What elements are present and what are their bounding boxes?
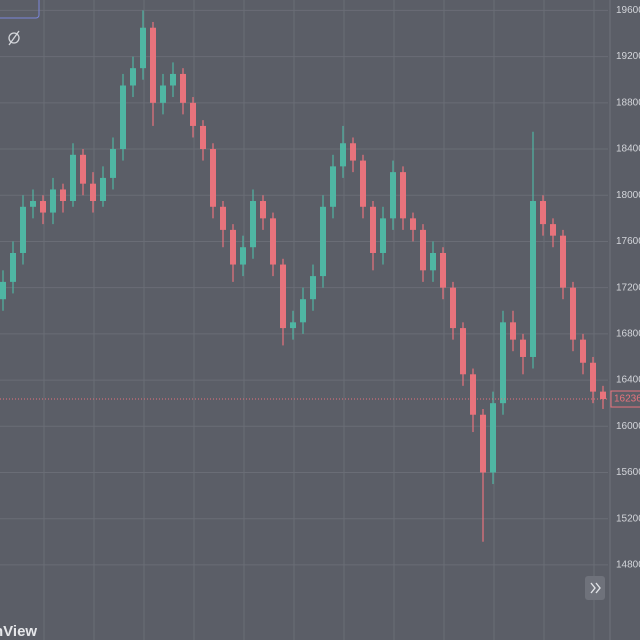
- y-tick-label: 16000.0: [616, 421, 640, 432]
- last-price-box: [610, 390, 640, 408]
- candle-body: [220, 206, 226, 230]
- candle-body: [280, 264, 286, 329]
- candle-body: [260, 201, 266, 219]
- candle-body: [400, 172, 406, 219]
- candle-body: [450, 287, 456, 329]
- candle-body: [40, 201, 46, 213]
- candle-body: [410, 218, 416, 230]
- candle-body: [120, 85, 126, 150]
- candle-body: [420, 229, 426, 271]
- candle-body: [380, 218, 386, 253]
- candle-body: [580, 339, 586, 363]
- symbol-box[interactable]: [0, 0, 40, 19]
- y-tick-label: 16400.0: [616, 375, 640, 386]
- candle-body: [590, 362, 596, 392]
- candle-body: [440, 252, 446, 288]
- grid: [0, 0, 608, 640]
- candle-body: [30, 201, 36, 207]
- candle-body: [340, 143, 346, 167]
- y-tick-label: 15200.0: [616, 513, 640, 524]
- hide-icon[interactable]: [8, 30, 20, 46]
- candle-body: [240, 247, 246, 265]
- candle-body: [210, 149, 216, 207]
- scroll-button[interactable]: [585, 576, 605, 600]
- candle-body: [230, 229, 236, 265]
- candle-body: [480, 414, 486, 473]
- candle-body: [530, 201, 536, 357]
- candle-body: [320, 206, 326, 277]
- candle-body: [510, 322, 516, 340]
- candle-body: [170, 73, 176, 86]
- candle-body: [100, 177, 106, 202]
- candle-body: [520, 339, 526, 357]
- candle-body: [390, 172, 396, 219]
- candle-body: [290, 322, 296, 329]
- candle-body: [10, 252, 16, 282]
- watermark: nView: [0, 623, 37, 640]
- candle-body: [600, 391, 606, 400]
- y-tick-label: 18000.0: [616, 190, 640, 201]
- candle-body: [550, 224, 556, 236]
- y-tick-label: 15600.0: [616, 467, 640, 478]
- y-tick-label: 17200.0: [616, 282, 640, 293]
- candle-body: [270, 218, 276, 265]
- candle-body: [460, 328, 466, 375]
- candle-body: [150, 27, 156, 103]
- candle-body: [0, 281, 6, 300]
- y-tick-label: 18800.0: [616, 97, 640, 108]
- y-tick-label: 16800.0: [616, 329, 640, 340]
- candle-body: [200, 125, 206, 150]
- candle-body: [110, 149, 116, 178]
- candle-body: [180, 73, 186, 103]
- candle-body: [330, 166, 336, 207]
- candle-body: [350, 143, 356, 161]
- y-tick-label: 19200.0: [616, 51, 640, 62]
- candle-body: [300, 299, 306, 323]
- y-tick-label: 19600.0: [616, 5, 640, 16]
- y-tick-label: 17600.0: [616, 236, 640, 247]
- candle-body: [140, 27, 146, 69]
- candle-body: [160, 85, 166, 103]
- candle-body: [130, 68, 136, 86]
- candle-body: [250, 201, 256, 248]
- y-tick-label: 18400.0: [616, 144, 640, 155]
- candle-body: [500, 322, 506, 404]
- candle-body: [570, 287, 576, 340]
- candle-body: [90, 183, 96, 202]
- candle-body: [310, 276, 316, 300]
- y-tick-label: 14800.0: [616, 560, 640, 571]
- candle-body: [560, 235, 566, 288]
- candle-body: [50, 189, 56, 213]
- candle-body: [20, 206, 26, 253]
- candle-body: [370, 206, 376, 253]
- candle-body: [360, 160, 366, 207]
- candle-body: [80, 154, 86, 184]
- candle-body: [190, 102, 196, 126]
- candle-body: [540, 201, 546, 225]
- candle-body: [490, 403, 496, 473]
- candle-body: [430, 252, 436, 271]
- candle-body: [470, 374, 476, 415]
- candle-body: [60, 189, 66, 202]
- last-price-label: 16236: [614, 394, 640, 405]
- candle-body: [70, 154, 76, 202]
